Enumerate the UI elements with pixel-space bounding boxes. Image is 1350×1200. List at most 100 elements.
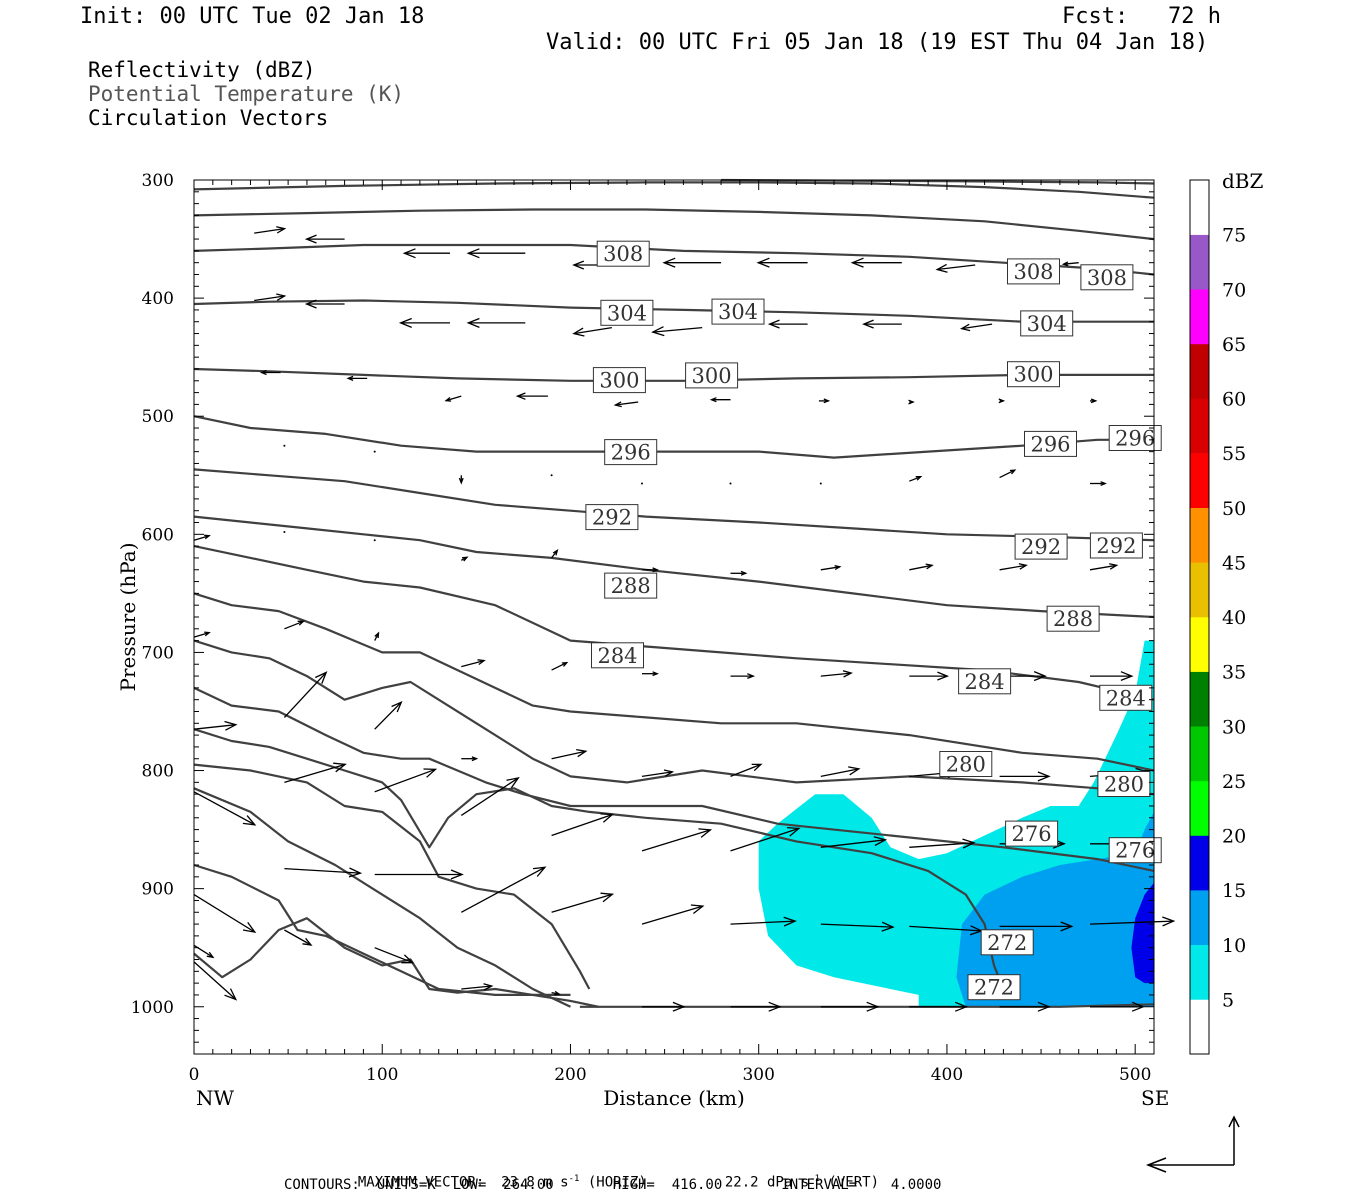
contour-label-text: 288: [1053, 607, 1093, 631]
contour-label: 276: [1005, 820, 1059, 847]
contour-label-box: [1099, 684, 1153, 711]
vector-head: [767, 319, 780, 329]
circulation-vector: [304, 299, 345, 309]
vector-shaft: [283, 671, 327, 718]
contour-label: 276: [1108, 837, 1162, 864]
contour-label-box: [1020, 310, 1074, 337]
contour-label-text: 308: [603, 242, 643, 266]
footer-horiz-sup: -1: [568, 1174, 580, 1184]
vector-shaft: [254, 295, 285, 302]
footer-vert-text: 22.2 dPa s: [724, 1174, 810, 1191]
circulation-vector: [820, 1001, 880, 1012]
contour-label-text: 284: [1106, 686, 1146, 710]
vector-head: [402, 248, 416, 259]
circulation-vector: [374, 869, 464, 880]
colorbar-swatch: [1190, 835, 1209, 891]
vector-shaft: [909, 925, 982, 932]
circulation-vector: [283, 671, 328, 718]
vector-head: [466, 248, 480, 259]
circulation-vector: [374, 947, 415, 964]
x-tick-label: 300: [742, 1065, 774, 1085]
circulation-vector: [908, 399, 915, 405]
footer-vert-tag: (VERT): [820, 1174, 880, 1191]
vector-head: [751, 763, 763, 772]
contour-label: 272: [967, 974, 1021, 1001]
vector-dot: [641, 482, 643, 485]
circulation-vector: [284, 929, 313, 946]
theta-contour-line: [193, 863, 571, 997]
contour-label-box: [1014, 533, 1068, 560]
contour-label-box: [711, 298, 765, 325]
circulation-vector: [651, 326, 703, 337]
vector-head: [461, 556, 469, 562]
colorbar-title: dBZ: [1222, 169, 1264, 193]
vector-head: [333, 762, 347, 773]
contour-label: 280: [1097, 771, 1151, 797]
footer-horiz-text: MAXIMUM VECTOR: 23.8 m s: [357, 1174, 569, 1191]
circulation-vector: [730, 1001, 782, 1012]
y-axis: 300 400 500 600 700 800 900 1000: [131, 171, 1154, 1043]
vector-shaft: [730, 763, 762, 778]
circulation-vector: [284, 762, 347, 784]
contour-label: 292: [1089, 532, 1143, 559]
colorbar-swatch: [1190, 890, 1209, 945]
contour-label: 308: [596, 240, 650, 267]
circulation-vector: [284, 867, 363, 878]
colorbar-tick-label: 45: [1222, 552, 1246, 574]
circulation-vector: [374, 700, 403, 730]
vector-head: [937, 671, 950, 681]
legend-reflectivity: Reflectivity (dBZ): [88, 58, 316, 82]
circulation-vector: [551, 892, 615, 913]
reference-vector-icon: [1145, 1115, 1240, 1173]
contour-label-text: 280: [946, 753, 986, 777]
circulation-vector: [515, 392, 548, 400]
contour-label-box: [1080, 264, 1134, 291]
circulation-vector: [572, 326, 613, 337]
contour-label-text: 276: [1115, 839, 1155, 863]
circulation-vector: [551, 661, 569, 671]
colorbar-swatch: [1190, 999, 1209, 1055]
colorbar-tick-label: 10: [1222, 935, 1246, 957]
contour-label-box: [1005, 820, 1059, 847]
x-axis: 0 100 200 300 400 500: [189, 180, 1151, 1085]
forecast-hour: Fcst: 72 h: [1062, 4, 1221, 29]
vector-head: [276, 226, 287, 234]
vector-head: [1120, 671, 1134, 682]
vector-shaft: [284, 763, 346, 784]
contour-label-box: [1089, 532, 1143, 559]
contour-labels: 308 308 308 304 304 304 300 300 300 296 296 296 292 2…: [585, 240, 1162, 1001]
circulation-vector: [642, 671, 659, 677]
circulation-vector: [346, 375, 368, 382]
x-tick-label: 500: [1119, 1065, 1151, 1085]
colorbar-swatch: [1190, 780, 1209, 836]
vector-head: [1037, 771, 1051, 782]
contour-label: 300: [1007, 361, 1060, 388]
vector-head: [1018, 563, 1028, 570]
contour-label-box: [1024, 430, 1077, 457]
vector-head: [862, 319, 874, 329]
circulation-vector: [909, 838, 976, 849]
contour-label-box: [980, 929, 1034, 956]
vector-shaft: [730, 920, 796, 925]
vector-dot: [283, 531, 286, 533]
circulation-vector: [374, 768, 438, 793]
colorbar-tick-label: 50: [1222, 498, 1246, 520]
vector-shaft: [445, 395, 462, 402]
circulation-vector: [909, 1001, 969, 1012]
vector-shaft: [820, 566, 840, 571]
vector-head: [483, 983, 494, 991]
footer-horiz-tag: (HORIZ): [579, 1174, 647, 1191]
vector-head: [747, 673, 756, 680]
vector-head: [398, 317, 412, 329]
vector-shaft: [961, 323, 993, 330]
vector-head: [768, 1001, 782, 1012]
contour-label-text: 292: [592, 506, 632, 530]
circulation-vector: [193, 631, 211, 638]
circulation-vector: [398, 317, 450, 329]
vector-shaft: [461, 659, 485, 668]
theta-contour-line: [193, 181, 1155, 199]
colorbar: 5 10 15 20 25 30 35 40 45 50 55 60 65 70 75: [1189, 179, 1246, 1055]
vector-head: [477, 659, 486, 666]
vector-shaft: [641, 905, 703, 925]
contour-label-box: [958, 668, 1012, 695]
